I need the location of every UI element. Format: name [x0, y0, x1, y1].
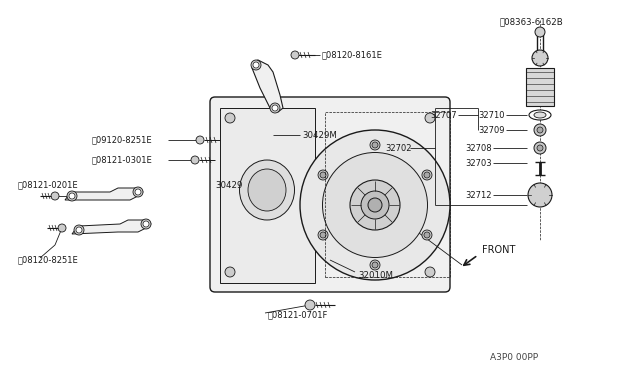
Circle shape: [372, 262, 378, 268]
Circle shape: [318, 230, 328, 240]
Circle shape: [305, 300, 315, 310]
Bar: [526, 68, 554, 106]
Ellipse shape: [300, 130, 450, 280]
Text: 32702: 32702: [385, 144, 412, 153]
Ellipse shape: [361, 191, 389, 219]
Text: ⒲08121-0201E: ⒲08121-0201E: [18, 180, 79, 189]
Ellipse shape: [529, 110, 551, 120]
Text: Ⓜ08363-6162B: Ⓜ08363-6162B: [500, 17, 564, 26]
Circle shape: [537, 127, 543, 133]
Circle shape: [58, 224, 66, 232]
Circle shape: [225, 267, 235, 277]
Circle shape: [270, 103, 280, 113]
Polygon shape: [72, 220, 151, 234]
Text: 32010M: 32010M: [358, 270, 393, 279]
Circle shape: [425, 267, 435, 277]
Circle shape: [135, 189, 141, 195]
Text: ⒲08120-8251E: ⒲08120-8251E: [18, 256, 79, 264]
Circle shape: [372, 142, 378, 148]
Circle shape: [141, 219, 151, 229]
Text: 32707: 32707: [430, 110, 456, 119]
Circle shape: [370, 260, 380, 270]
Circle shape: [191, 156, 199, 164]
Ellipse shape: [323, 153, 428, 257]
Circle shape: [251, 60, 261, 70]
Text: 30429: 30429: [215, 180, 243, 189]
Text: 32708: 32708: [465, 144, 492, 153]
Circle shape: [424, 232, 430, 238]
Text: ⒲08121-0301E: ⒲08121-0301E: [92, 155, 153, 164]
Circle shape: [537, 145, 543, 151]
Circle shape: [370, 140, 380, 150]
Circle shape: [320, 232, 326, 238]
Ellipse shape: [368, 198, 382, 212]
Circle shape: [535, 27, 545, 37]
Ellipse shape: [350, 180, 400, 230]
Text: 32712: 32712: [465, 190, 492, 199]
Ellipse shape: [239, 160, 294, 220]
Text: 30429M: 30429M: [302, 131, 337, 140]
Circle shape: [67, 191, 77, 201]
Text: FRONT: FRONT: [482, 245, 515, 255]
Circle shape: [69, 193, 75, 199]
Circle shape: [534, 142, 546, 154]
Circle shape: [272, 105, 278, 111]
Ellipse shape: [534, 112, 546, 118]
Circle shape: [253, 62, 259, 68]
Circle shape: [320, 172, 326, 178]
Circle shape: [422, 230, 432, 240]
Polygon shape: [252, 60, 283, 112]
Ellipse shape: [248, 169, 286, 211]
Text: ⒲08120-8161E: ⒲08120-8161E: [322, 51, 383, 60]
Text: 32703: 32703: [465, 158, 492, 167]
FancyBboxPatch shape: [210, 97, 450, 292]
Text: A3P0 00PP: A3P0 00PP: [490, 353, 538, 362]
Circle shape: [143, 221, 149, 227]
Circle shape: [532, 50, 548, 66]
Polygon shape: [65, 188, 143, 200]
Circle shape: [291, 51, 299, 59]
Circle shape: [225, 113, 235, 123]
Circle shape: [51, 192, 59, 200]
Circle shape: [196, 136, 204, 144]
Circle shape: [424, 172, 430, 178]
Circle shape: [422, 170, 432, 180]
Text: ⒲08121-0701F: ⒲08121-0701F: [268, 311, 328, 320]
Text: ⒲09120-8251E: ⒲09120-8251E: [92, 135, 152, 144]
Circle shape: [528, 183, 552, 207]
Circle shape: [74, 225, 84, 235]
Circle shape: [133, 187, 143, 197]
Circle shape: [534, 124, 546, 136]
Circle shape: [425, 113, 435, 123]
Text: 32709: 32709: [478, 125, 504, 135]
Text: 32710: 32710: [478, 110, 504, 119]
Circle shape: [318, 170, 328, 180]
Bar: [220, 108, 315, 283]
Circle shape: [76, 227, 82, 233]
